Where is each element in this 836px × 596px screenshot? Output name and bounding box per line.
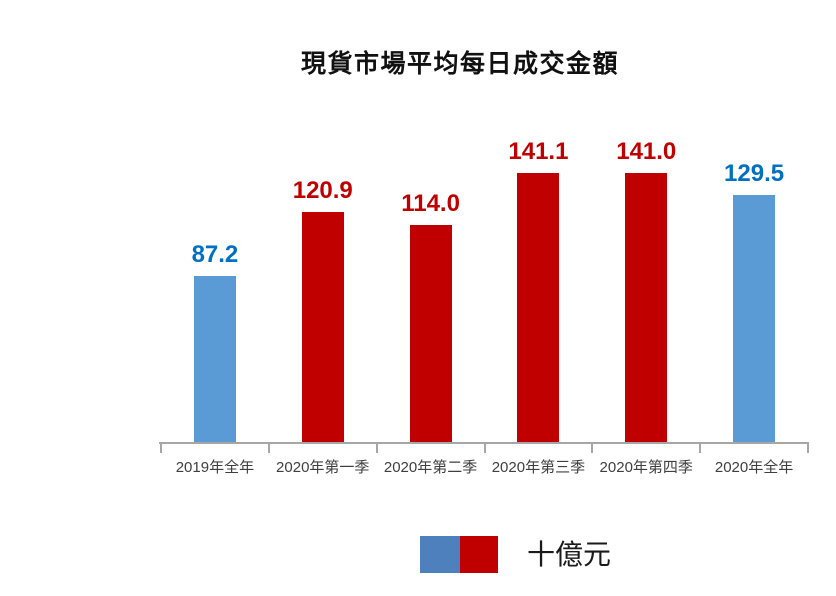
value-label-2020年全年: 129.5	[724, 160, 785, 188]
x-axis-tick	[267, 442, 270, 453]
legend: 十億元	[420, 536, 611, 573]
x-axis-tick	[807, 442, 809, 453]
value-label-2020年第三季: 141.1	[508, 138, 569, 165]
bar-2020年第一季	[301, 211, 344, 443]
legend-swatch-quarter	[460, 536, 498, 573]
chart-title: 現貨市場平均每日成交金額	[300, 50, 619, 78]
plot-area: 87.2 120.9 114.0 141.1 141.0 129.5	[161, 138, 808, 443]
bar-2020年第四季	[625, 173, 668, 443]
x-axis-tick	[483, 442, 486, 453]
category-label-2020年第一季: 2020年第一季	[276, 459, 370, 476]
value-label-2020年第二季: 114.0	[401, 189, 460, 217]
value-label-2019年全年: 87.2	[191, 241, 239, 269]
bar-2019年全年	[193, 276, 236, 443]
category-label-2020年第二季: 2020年第二季	[383, 459, 478, 476]
bar-2020年第二季	[409, 224, 452, 443]
category-label-2019年全年: 2019年全年	[175, 459, 255, 476]
legend-swatch-annual	[420, 536, 460, 573]
category-label-2020年第三季: 2020年第三季	[491, 459, 586, 476]
x-axis-tick	[375, 442, 378, 453]
value-label-2020年第四季: 141.0	[616, 138, 677, 166]
bar-2020年第三季	[517, 173, 560, 443]
x-axis-tick	[591, 442, 594, 453]
x-axis-tick	[699, 442, 702, 453]
x-axis-tick	[160, 442, 162, 453]
legend-unit-label: 十億元	[527, 539, 612, 570]
x-axis-category-labels: 2019年全年 2020年第一季 2020年第二季 2020年第三季 2020年第四季 2…	[161, 456, 808, 478]
category-label-2020年第四季: 2020年第四季	[599, 459, 693, 476]
category-label-2020年全年: 2020年全年	[714, 459, 794, 476]
bar-2020年全年	[733, 195, 776, 443]
value-label-2020年第一季: 120.9	[292, 176, 353, 204]
